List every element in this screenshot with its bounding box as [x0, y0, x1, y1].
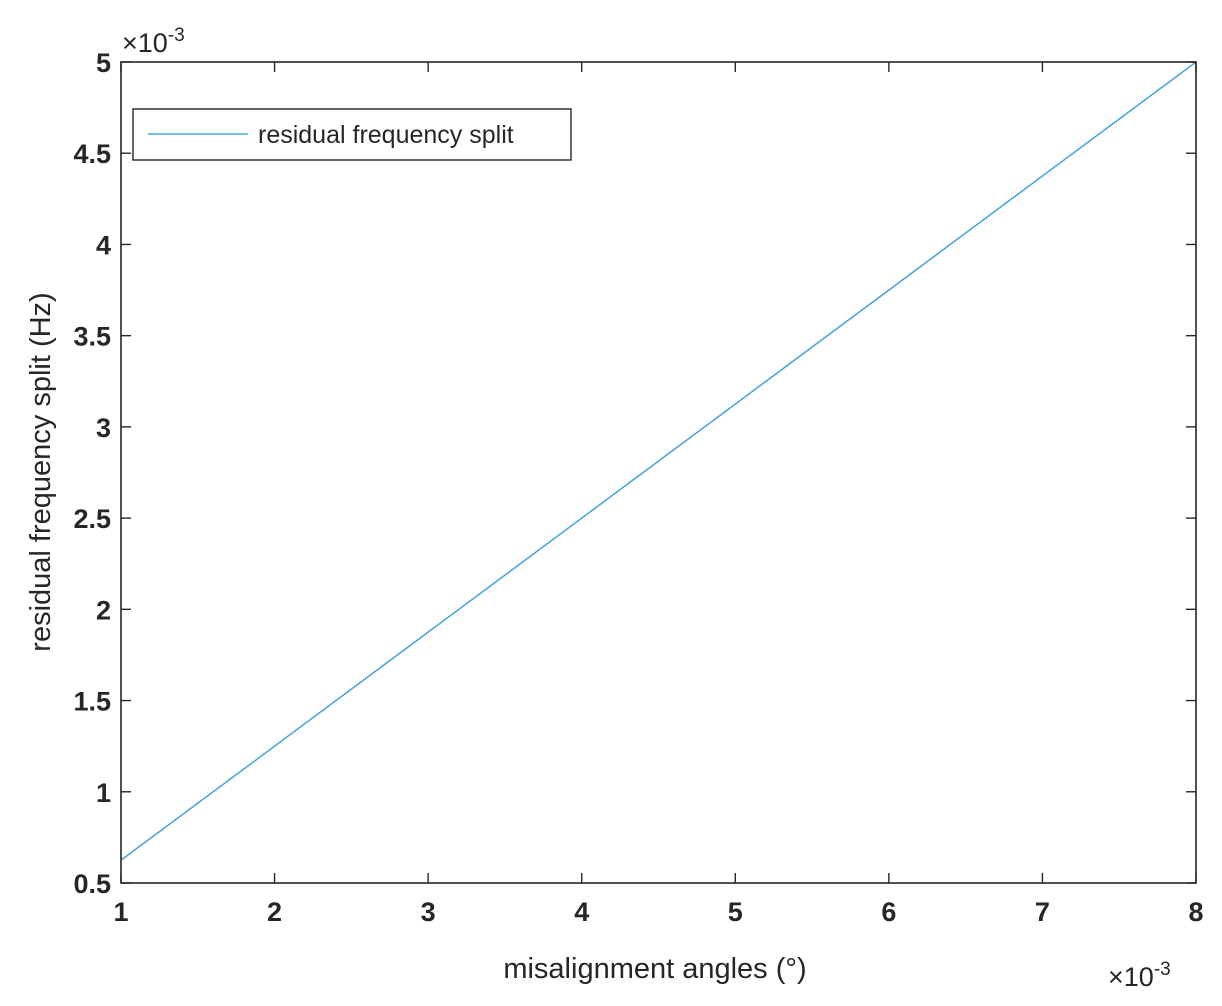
y-axis-title: residual frequency split (Hz): [25, 292, 57, 651]
y-exponent-base: ×10: [122, 28, 168, 58]
y-tick-label: 3.5: [73, 322, 111, 352]
y-exponent-power: -3: [168, 25, 185, 46]
x-tick-label: 3: [421, 897, 436, 927]
x-axis-title: misalignment angles (°): [503, 953, 806, 985]
x-tick-label: 6: [881, 897, 896, 927]
legend: residual frequency split: [132, 108, 572, 161]
x-tick-label: 5: [728, 897, 743, 927]
x-tick-label: 2: [267, 897, 282, 927]
x-tick-label: 1: [113, 897, 128, 927]
y-tick-label: 0.5: [73, 869, 111, 899]
y-tick-label: 1: [96, 778, 111, 808]
x-exponent-power: -3: [1154, 959, 1171, 980]
y-tick-label: 5: [96, 48, 111, 78]
x-tick-label: 8: [1188, 897, 1203, 927]
y-exponent-label: ×10-3: [122, 25, 185, 58]
x-tick-label: 4: [574, 897, 589, 927]
series-line-residual-frequency-split: [120, 61, 1197, 861]
plot-frame: [120, 61, 1197, 884]
legend-label: residual frequency split: [258, 121, 514, 149]
x-exponent-base: ×10: [1108, 962, 1154, 992]
x-exponent-label: ×10-3: [1108, 959, 1171, 992]
series-layer: [120, 61, 1197, 861]
x-tick-label: 7: [1035, 897, 1050, 927]
y-tick-label: 3: [96, 413, 111, 443]
tick-labels-layer: 1 2 3 4 5 6 7 80.511.522.533.544.55: [73, 48, 1203, 927]
y-tick-label: 1.5: [73, 687, 111, 717]
y-tick-label: 2.5: [73, 504, 111, 534]
y-tick-label: 2: [96, 595, 111, 625]
y-tick-label: 4.5: [73, 139, 111, 169]
plot-area: [121, 62, 1196, 883]
y-tick-label: 4: [96, 230, 111, 260]
